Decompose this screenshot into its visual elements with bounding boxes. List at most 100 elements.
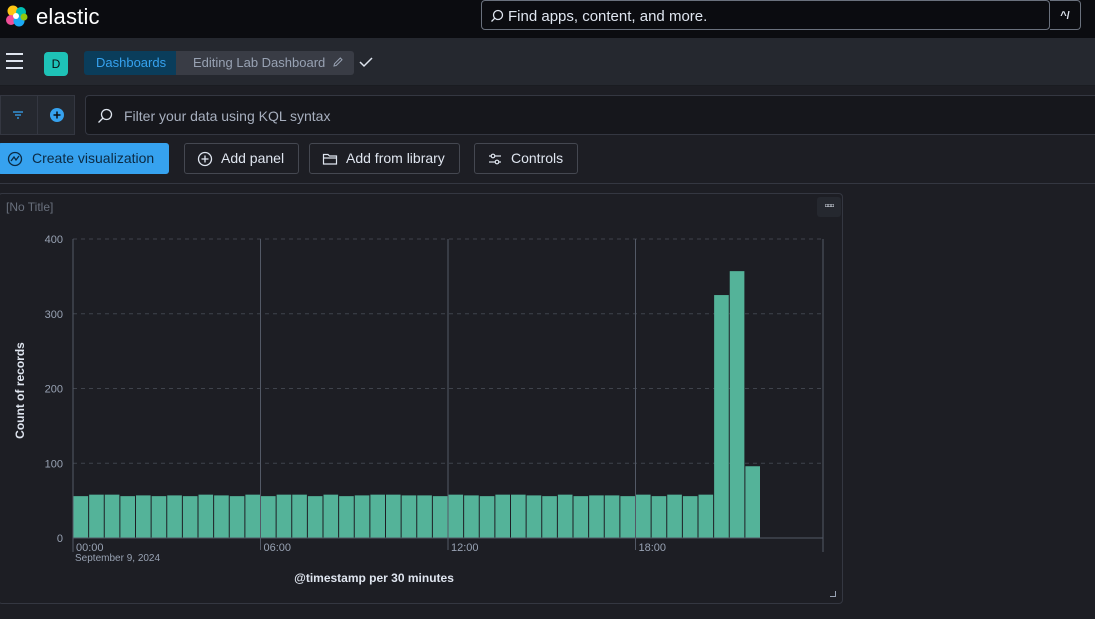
search-icon xyxy=(491,9,504,22)
bar-chart: 0 100 200 300 400 00:00 06:00 12:00 18:00 Septemb… xyxy=(13,234,824,585)
kql-query-input[interactable] xyxy=(124,107,1024,125)
panel-options-menu-icon[interactable]: ▫▫▫ xyxy=(817,197,841,217)
chart-bar xyxy=(167,495,182,538)
menu-toggle-button[interactable] xyxy=(6,53,26,71)
y-tick-label: 200 xyxy=(45,384,63,396)
chart-bar xyxy=(745,466,760,538)
y-tick-label: 100 xyxy=(45,458,63,470)
chart-bar xyxy=(573,496,589,538)
global-search[interactable] xyxy=(481,0,1050,30)
chart-bar xyxy=(339,496,354,538)
folder-icon xyxy=(322,153,338,165)
chart-bar xyxy=(651,496,667,538)
chart-bar xyxy=(479,496,495,538)
chart-bar xyxy=(261,496,276,538)
create-visualization-button[interactable]: Create visualization xyxy=(0,143,170,174)
pencil-icon xyxy=(333,57,343,67)
x-tick-label: 18:00 xyxy=(639,542,667,554)
chart-bar xyxy=(323,494,339,538)
x-tick-label: 00:00 xyxy=(76,542,104,554)
chart-bar xyxy=(620,496,635,538)
panel-resize-handle[interactable] xyxy=(830,591,836,597)
add-from-library-button[interactable]: Add from library xyxy=(309,143,460,174)
chart-bar xyxy=(511,494,526,538)
chart-bar xyxy=(432,496,448,538)
chart-bar xyxy=(401,495,417,538)
y-tick-label: 300 xyxy=(45,309,63,321)
chart-bar xyxy=(151,496,167,538)
panel-title: [No Title] xyxy=(6,200,54,214)
x-tick-label: 12:00 xyxy=(451,542,479,554)
chart-bar xyxy=(589,495,604,538)
y-tick-label: 400 xyxy=(45,234,63,246)
add-from-library-label: Add from library xyxy=(346,150,445,166)
chart-bar xyxy=(667,494,682,538)
chart-bar xyxy=(214,495,229,538)
visualization-panel[interactable]: [No Title] ▫▫▫ 0 100 200 300 400 00:00 06:00 12… xyxy=(0,193,843,604)
chart-bar xyxy=(495,494,510,538)
chart-bar xyxy=(386,494,401,538)
y-tick-label: 0 xyxy=(57,533,63,545)
chart-bar xyxy=(636,494,651,538)
chart-bars xyxy=(73,271,760,538)
chart-bar xyxy=(245,494,260,538)
confirm-check-icon[interactable] xyxy=(358,55,374,69)
controls-button[interactable]: Controls xyxy=(474,143,579,174)
chart-bar xyxy=(198,494,214,538)
add-filter-button[interactable] xyxy=(37,95,75,135)
chart-bar xyxy=(729,271,745,538)
top-header: elastic ^/ xyxy=(0,0,1095,38)
x-axis-title: @timestamp per 30 minutes xyxy=(294,571,454,585)
space-avatar[interactable]: D xyxy=(44,52,68,76)
kql-query-field[interactable] xyxy=(85,95,1095,135)
global-search-input[interactable] xyxy=(508,6,1028,26)
dashboard-toolbar: Create visualization Add panel Add from … xyxy=(0,136,1095,184)
chart-bar xyxy=(542,496,557,538)
chart-bar xyxy=(120,496,135,538)
chart-bar xyxy=(370,494,385,538)
chart-bar xyxy=(136,495,151,538)
chart-bar xyxy=(464,495,479,538)
chart-bar xyxy=(292,494,307,538)
chart-bar xyxy=(526,495,542,538)
x-date-label: September 9, 2024 xyxy=(75,553,160,564)
add-panel-label: Add panel xyxy=(221,150,285,166)
y-axis-title: Count of records xyxy=(13,342,27,439)
chart-bar xyxy=(698,494,714,538)
controls-label: Controls xyxy=(511,150,564,166)
breadcrumb-current-label: Editing Lab Dashboard xyxy=(193,55,326,70)
controls-sliders-icon xyxy=(489,153,501,165)
add-panel-button[interactable]: Add panel xyxy=(184,143,300,174)
chart-bar xyxy=(229,496,245,538)
query-bar xyxy=(0,86,1095,136)
search-icon xyxy=(98,108,113,123)
filter-options-button[interactable] xyxy=(0,95,37,135)
chart-bar xyxy=(307,496,323,538)
hamburger-line-icon xyxy=(6,67,23,69)
plus-circle-icon xyxy=(50,108,64,122)
breadcrumb-current-dashboard[interactable]: Editing Lab Dashboard xyxy=(176,51,354,75)
chart-gridlines xyxy=(72,238,824,552)
chart-bar xyxy=(73,496,89,538)
chart-bar xyxy=(714,295,729,538)
chart-bar xyxy=(104,494,120,538)
chart-bar xyxy=(557,494,573,538)
breadcrumb-dashboards[interactable]: Dashboards xyxy=(84,51,185,75)
chart-bar xyxy=(682,496,698,538)
chart-bar xyxy=(89,494,104,538)
chart-bar xyxy=(354,495,370,538)
plus-in-circle-icon xyxy=(197,151,213,167)
chart-bar xyxy=(448,494,464,538)
chart-axes: 0 100 200 300 400 00:00 06:00 12:00 18:00 Septemb… xyxy=(13,234,823,585)
chart-bar xyxy=(604,495,620,538)
breadcrumb-bar: D Dashboards Editing Lab Dashboard xyxy=(0,38,1095,86)
visualize-app-icon xyxy=(7,151,23,167)
filter-icon xyxy=(13,111,23,119)
hamburger-line-icon xyxy=(6,60,23,62)
chart-bar xyxy=(182,496,198,538)
brand-name: elastic xyxy=(36,4,100,29)
chart-bar xyxy=(276,494,292,538)
elastic-logo-icon[interactable] xyxy=(4,4,30,30)
hamburger-line-icon xyxy=(6,53,23,55)
search-shortcut-badge: ^/ xyxy=(1050,0,1081,30)
